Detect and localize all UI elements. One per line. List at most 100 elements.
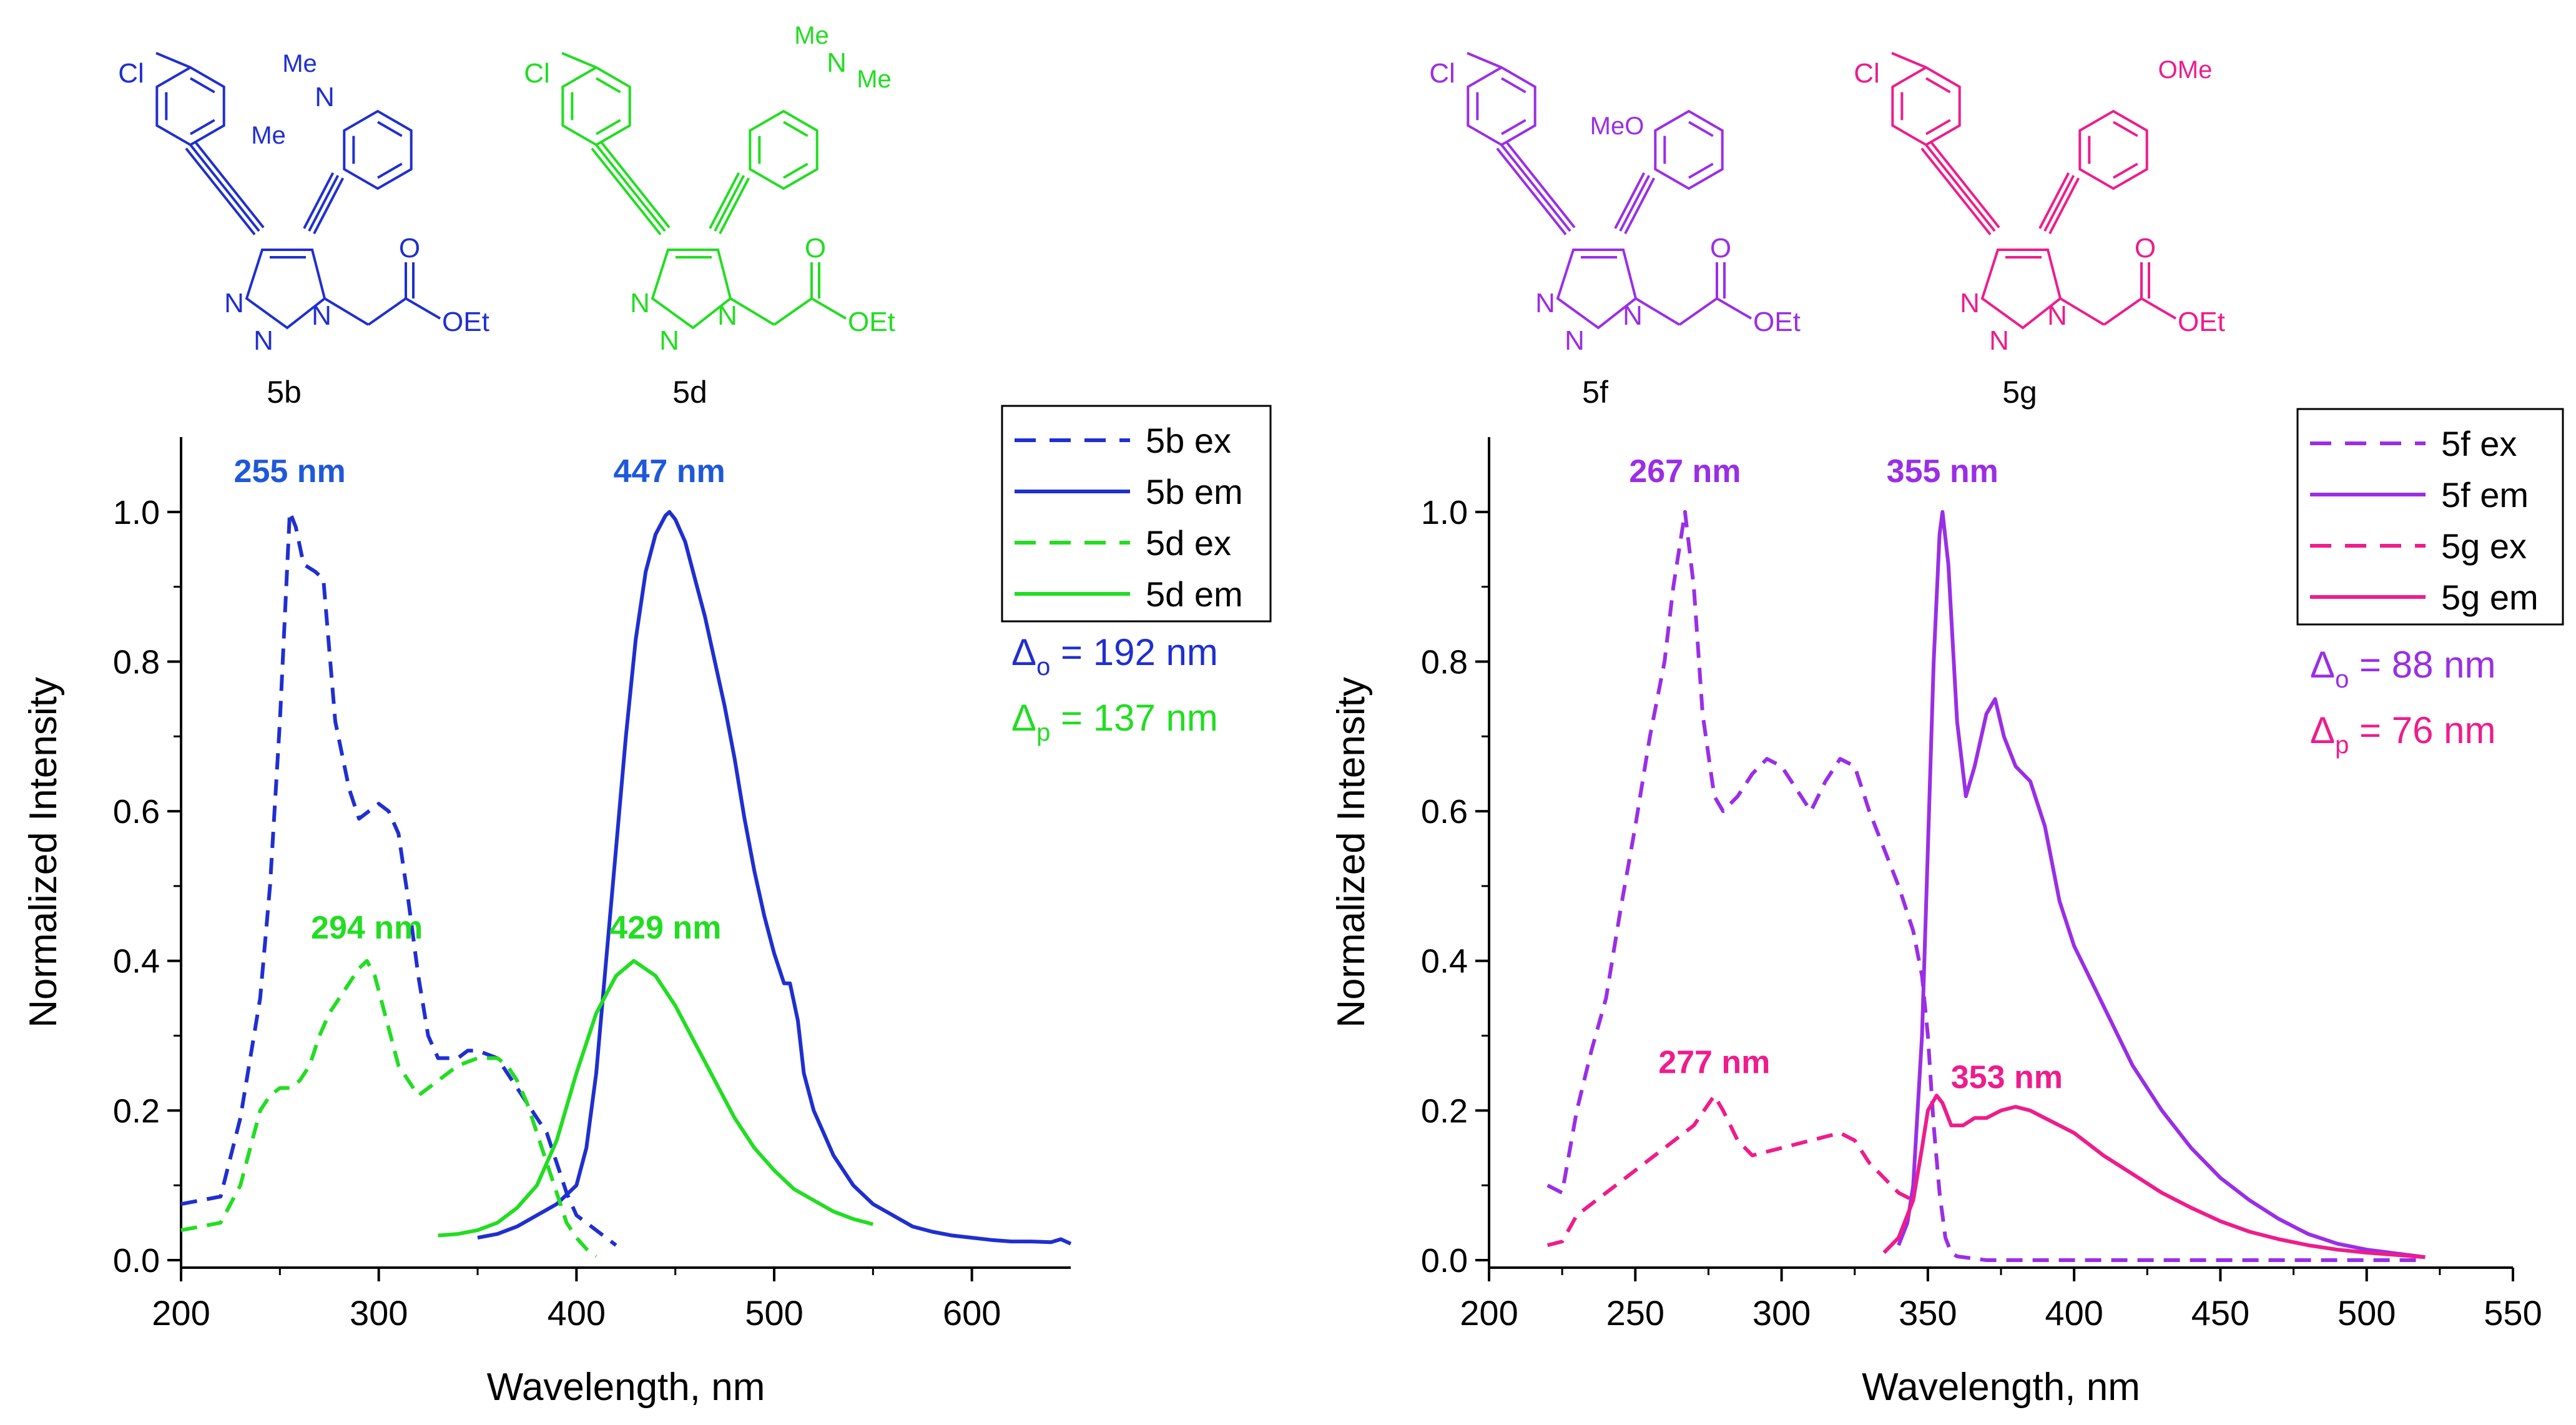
alkyne-bond (714, 175, 745, 232)
y-axis-title: Normalized Intensity (22, 677, 65, 1028)
series-5g-ex (1546, 1093, 1914, 1248)
series-5f-ex (1546, 510, 2426, 1262)
oxygen-label: O (1710, 233, 1731, 264)
methyl-label: Me (794, 22, 829, 49)
oxygen-label: O (805, 233, 826, 264)
x-tick-label: 600 (943, 1293, 1001, 1333)
alkyne-bond (2048, 177, 2080, 235)
x-tick-label: 300 (350, 1293, 408, 1333)
aromatic-bond (596, 77, 621, 94)
triazole-ring (1980, 249, 2062, 330)
x-tick-label: 200 (152, 1293, 210, 1333)
alkyne-bond (1505, 141, 1576, 229)
y-tick-label: 0.8 (1421, 643, 1468, 681)
peak-label: 255 nm (234, 453, 346, 490)
alkyne-bond (1925, 144, 1996, 232)
bond (561, 52, 597, 69)
x-tick-label: 400 (2045, 1293, 2103, 1333)
amine-label: N (827, 47, 847, 78)
alkyne-bond (303, 172, 335, 229)
y-axis-title: Normalized Intensity (1330, 677, 1373, 1028)
chloro-label: Cl (524, 58, 550, 89)
compound-label: 5b (267, 375, 302, 410)
x-tick-label: 550 (2484, 1293, 2542, 1333)
series-5d-ex (180, 959, 597, 1258)
compound-label: 5d (672, 375, 707, 410)
nitrogen-label: N (717, 300, 737, 331)
bond (1891, 52, 1927, 69)
legend: 5b ex 5b em 5d ex 5d em (1001, 405, 1272, 623)
bond (773, 297, 813, 326)
chloro-label: Cl (118, 58, 144, 89)
benzene-ring (343, 109, 413, 190)
x-tick-label: 300 (1753, 1293, 1811, 1333)
alkyne-bond (194, 141, 265, 229)
bond (405, 297, 441, 320)
aromatic-bond (1925, 77, 1951, 94)
bond (2103, 297, 2143, 326)
y-tick-label: 0.4 (1421, 943, 1468, 980)
aromatic-bond (596, 119, 621, 136)
stokes-shift-label: Δo = 192 nm (1011, 631, 1218, 681)
bond (1716, 297, 1753, 320)
nitrogen-label: N (630, 288, 650, 318)
peak-label: 277 nm (1658, 1044, 1770, 1080)
legend: 5f ex 5f em 5g ex 5g em (2296, 408, 2564, 626)
legend-box (1001, 405, 1272, 623)
x-axis-title: Wavelength, nm (487, 1366, 765, 1409)
nitrogen-label: N (224, 288, 244, 318)
x-tick-label: 350 (1899, 1293, 1957, 1333)
ester-label: OEt (442, 307, 489, 337)
amine-label: N (315, 82, 335, 112)
methyl-label: Me (251, 122, 286, 149)
nitrogen-label: N (659, 325, 679, 356)
aromatic-bond (1688, 121, 1714, 137)
methoxy-label: OMe (2158, 56, 2213, 84)
alkyne-bond (2038, 172, 2070, 229)
nitrogen-label: N (253, 325, 273, 356)
stokes-shift-label: Δo = 88 nm (2310, 644, 2495, 693)
compound-label: 5f (1582, 375, 1608, 410)
nitrogen-label: N (1565, 325, 1585, 356)
bond (2140, 297, 2177, 320)
ester-label: OEt (1753, 307, 1801, 337)
legend-label: 5d em (1146, 574, 1243, 614)
y-tick-label: 0.0 (1421, 1242, 1468, 1280)
y-tick-label: 0.0 (113, 1242, 160, 1280)
alkyne-bond (719, 177, 750, 235)
legend-label: 5g ex (2441, 526, 2527, 566)
legend-label: 5f em (2441, 475, 2529, 515)
legend-box (2296, 408, 2564, 626)
methoxy-label: MeO (1590, 112, 1644, 140)
aromatic-bond (190, 119, 215, 136)
stokes-shift-label: Δp = 76 nm (2310, 709, 2495, 759)
y-tick-label: 0.6 (113, 793, 160, 831)
ester-label: OEt (2178, 307, 2225, 337)
x-tick-label: 200 (1460, 1293, 1518, 1333)
series-5d-em (438, 959, 874, 1238)
alkyne-bond (1614, 172, 1646, 229)
benzene-ring (749, 109, 819, 190)
y-tick-label: 0.2 (1421, 1092, 1468, 1130)
bond (367, 297, 407, 326)
nitrogen-label: N (1960, 288, 1980, 318)
stokes-shift-label: Δp = 137 nm (1011, 697, 1218, 746)
chloro-label: Cl (1854, 58, 1880, 89)
peak-label: 447 nm (614, 453, 725, 490)
bond (1678, 297, 1718, 326)
x-tick-label: 400 (548, 1293, 606, 1333)
compound-label: 5g (2002, 375, 2037, 410)
x-axis-title: Wavelength, nm (1862, 1366, 2140, 1409)
alkyne-bond (308, 175, 340, 232)
legend-label: 5g em (2441, 578, 2539, 617)
bond (1635, 297, 1681, 326)
x-tick-label: 450 (2191, 1293, 2249, 1333)
y-tick-label: 1.0 (113, 494, 160, 531)
aromatic-bond (783, 162, 809, 179)
alkyne-bond (1624, 177, 1656, 235)
alkyne-bond (709, 172, 740, 229)
peak-label: 429 nm (609, 910, 721, 946)
